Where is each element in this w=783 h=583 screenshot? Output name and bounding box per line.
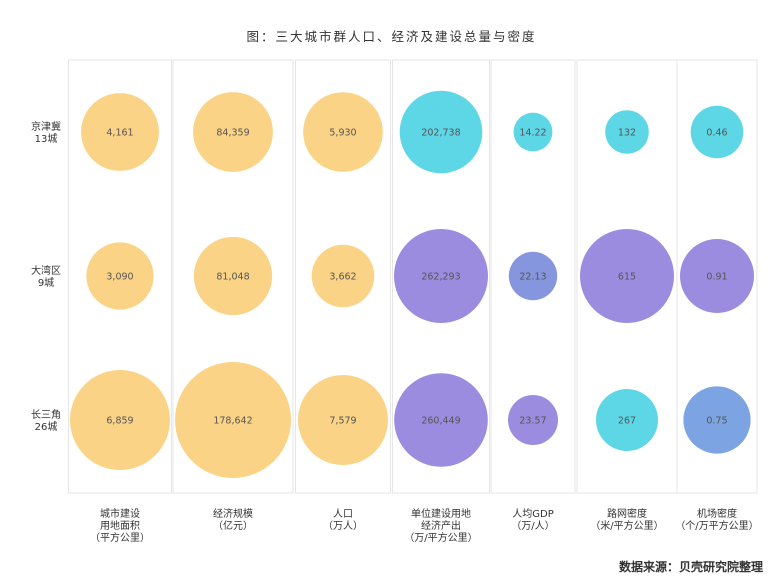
bubble-value-label: 5,930 <box>329 128 356 139</box>
column-label: 用地面积 <box>100 519 140 532</box>
bubble <box>193 236 273 316</box>
bubble <box>513 112 553 152</box>
bubble-value-label: 3,090 <box>106 272 133 283</box>
bubble <box>596 389 658 451</box>
bubble-value-label: 202,738 <box>421 128 460 139</box>
bubble-value-label: 262,293 <box>421 272 460 283</box>
bubble-value-label: 81,048 <box>216 272 249 283</box>
bubble <box>683 386 751 454</box>
bubble-value-label: 0.75 <box>706 416 727 427</box>
bubble <box>508 395 558 445</box>
row-label: 京津冀 <box>31 120 61 133</box>
bubble <box>303 92 383 172</box>
chart-title: 图：三大城市群人口、经济及建设总量与密度 <box>246 29 537 44</box>
bubble <box>70 370 170 470</box>
row-label: 长三角 <box>31 409 61 421</box>
bubble-value-label: 3,662 <box>329 272 356 283</box>
bubble-value-label: 7,579 <box>329 416 356 427</box>
column-label: 经济产出 <box>421 519 461 532</box>
bubble <box>680 239 754 313</box>
bubble <box>508 251 558 301</box>
bubble-value-label: 4,161 <box>106 128 133 139</box>
column-label: 经济规模 <box>213 507 253 520</box>
column-label: （万/平方公里） <box>404 531 477 544</box>
column-label: 人口 <box>333 508 353 520</box>
row-label: 13城 <box>35 133 58 145</box>
bubble-value-label: 84,359 <box>216 128 249 139</box>
bubble <box>175 362 291 478</box>
bubble-value-label: 260,449 <box>421 416 460 427</box>
column-label: （万人） <box>323 520 363 532</box>
bubble <box>605 110 649 154</box>
bubble-value-label: 0.46 <box>706 128 727 139</box>
column-label: （米/平方公里） <box>590 519 663 532</box>
bubble-value-label: 267 <box>618 416 636 427</box>
column-label: （平方公里） <box>90 531 150 544</box>
row-label: 9城 <box>38 277 54 289</box>
column-label: 城市建设 <box>100 507 140 520</box>
column-label: 人均GDP <box>512 508 553 520</box>
row-label: 26城 <box>35 421 58 433</box>
bubble <box>86 242 154 310</box>
bubble-value-label: 178,642 <box>213 416 252 427</box>
bubble <box>399 90 483 174</box>
data-source-note: 数据来源：贝壳研究院整理 <box>618 560 763 574</box>
bubble <box>394 229 488 323</box>
bubble-value-label: 132 <box>618 128 636 139</box>
bubble <box>580 229 674 323</box>
bubble-value-label: 6,859 <box>106 416 133 427</box>
bubble <box>394 373 488 467</box>
bubble <box>193 92 273 172</box>
bubble <box>690 105 744 159</box>
bubble <box>298 375 388 465</box>
bubble-value-label: 0.91 <box>706 272 727 283</box>
column-label: 单位建设用地 <box>411 507 471 520</box>
column-label: （亿元） <box>213 519 253 532</box>
bubble <box>81 93 159 171</box>
column-label: （个/万平方公里） <box>675 519 758 532</box>
column-label: 机场密度 <box>697 507 737 520</box>
bubble-value-label: 23.57 <box>519 416 546 427</box>
bubble-value-label: 615 <box>618 272 636 283</box>
bubble-value-label: 22.13 <box>519 272 546 283</box>
column-label: 路网密度 <box>607 507 647 520</box>
row-label: 大湾区 <box>31 264 61 277</box>
bubble-value-label: 14.22 <box>519 128 546 139</box>
column-label: （万/人） <box>511 520 554 532</box>
bubble <box>311 244 375 308</box>
